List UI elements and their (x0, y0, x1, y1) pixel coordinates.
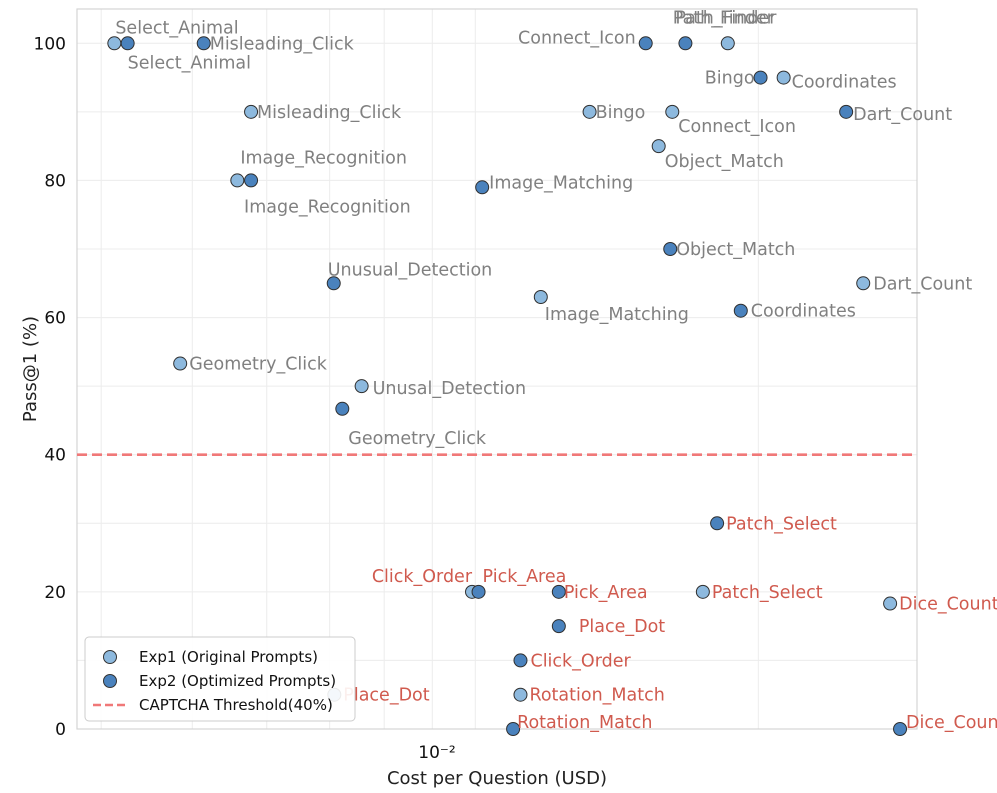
scatter-point (753, 70, 768, 85)
scatter-point (893, 722, 908, 736)
point-label: Image_Recognition (244, 197, 411, 217)
point-label: Image_Matching (545, 305, 689, 325)
y-tick-label: 0 (55, 720, 66, 740)
point-label: Dice_Count (899, 595, 997, 615)
point-label: Select_Animal (128, 53, 251, 73)
point-label: Pick_Area (483, 567, 567, 587)
point-label: Click_Order (372, 567, 473, 587)
scatter-point (513, 687, 528, 702)
scatter-point (695, 584, 710, 599)
scatter-point (651, 139, 666, 154)
point-label: Image_Recognition (240, 148, 407, 168)
point-label: Unusual_Detection (328, 260, 493, 280)
point-label: Object_Match (676, 240, 795, 260)
y-tick-label: 100 (34, 34, 66, 54)
scatter-point (678, 36, 693, 51)
x-axis-title: Cost per Question (USD) (387, 768, 607, 789)
legend-marker-exp2 (103, 674, 117, 688)
point-label: Rotation_Match (529, 686, 664, 706)
scatter-point (475, 180, 490, 195)
scatter-point (883, 596, 898, 611)
legend-box (84, 636, 356, 722)
scatter-point (173, 356, 188, 371)
legend-label-exp2: Exp2 (Optimized Prompts) (139, 672, 336, 690)
scatter-point (720, 36, 735, 51)
point-label: Image_Matching (489, 173, 633, 193)
point-label: Rotation_Match (517, 713, 652, 733)
point-label: Bingo (596, 103, 646, 123)
scatter-point (471, 584, 486, 599)
point-label: Dice_Count (906, 713, 997, 733)
point-label: Patch_Select (726, 514, 837, 534)
y-tick-label: 80 (44, 171, 66, 191)
point-label: Object_Match (665, 152, 784, 172)
scatter-point (244, 173, 259, 188)
scatter-point (506, 722, 521, 736)
point-label: Geometry_Click (348, 429, 487, 449)
scatter-point (638, 36, 653, 51)
scatter-point (513, 653, 528, 668)
point-label: Path_Finder (675, 8, 777, 28)
point-label: Coordinates (792, 73, 897, 93)
scatter-point (856, 276, 871, 291)
y-tick-label: 20 (44, 583, 66, 603)
scatter-point (776, 70, 791, 85)
scatter-point (733, 303, 748, 318)
point-label: Path_Finder (673, 8, 775, 28)
y-axis-title: Pass@1 (%) (20, 316, 41, 422)
scatter-point (196, 36, 211, 51)
scatter-point (839, 104, 854, 119)
point-label: Place_Dot (579, 617, 665, 637)
scatter-point (665, 104, 680, 119)
scatter-point (326, 276, 341, 291)
scatter-point (230, 173, 245, 188)
point-label: Patch_Select (712, 583, 823, 603)
point-label: Coordinates (751, 302, 856, 322)
point-label: Dart_Count (853, 105, 952, 125)
data-labels: Select_AnimalMisleading_ClickImage_Recog… (115, 8, 997, 733)
scatter-point (551, 619, 566, 634)
x-tick-label: 10⁻² (418, 743, 455, 763)
legend-marker-exp1 (103, 650, 117, 664)
point-label: Geometry_Click (189, 355, 328, 375)
point-label: Misleading_Click (257, 103, 402, 123)
scatter-point (120, 36, 135, 51)
plot-frame (76, 8, 918, 730)
scatter-point (663, 242, 678, 256)
legend: Exp1 (Original Prompts) Exp2 (Optimized … (84, 636, 356, 722)
point-label: Select_Animal (115, 18, 238, 38)
legend-label-exp1: Exp1 (Original Prompts) (139, 648, 318, 666)
scatter-point (335, 401, 350, 416)
scatter-point (533, 290, 548, 304)
x-axis-ticks: 10⁻² (418, 743, 455, 763)
y-axis-ticks: 0 20 40 60 80 100 (34, 34, 66, 740)
point-label: Connect_Icon (518, 28, 636, 48)
point-label: Dart_Count (873, 274, 972, 294)
point-label: Pick_Area (564, 583, 648, 603)
point-label: Connect_Icon (678, 117, 796, 137)
point-label: Place_Dot (343, 686, 429, 706)
point-label: Click_Order (530, 651, 631, 671)
scatter-point (710, 516, 725, 531)
scatter-point (354, 379, 369, 394)
y-tick-label: 60 (44, 309, 66, 329)
scatter-point (107, 36, 122, 51)
point-label: Unusal_Detection (373, 379, 526, 399)
point-label: Misleading_Click (210, 34, 355, 54)
y-tick-label: 40 (44, 446, 66, 466)
scatter-point (551, 584, 566, 599)
point-label: Bingo (705, 69, 755, 89)
legend-label-threshold: CAPTCHA Threshold(40%) (139, 696, 333, 714)
scatter-point (582, 104, 597, 119)
scatter-point (244, 104, 259, 119)
